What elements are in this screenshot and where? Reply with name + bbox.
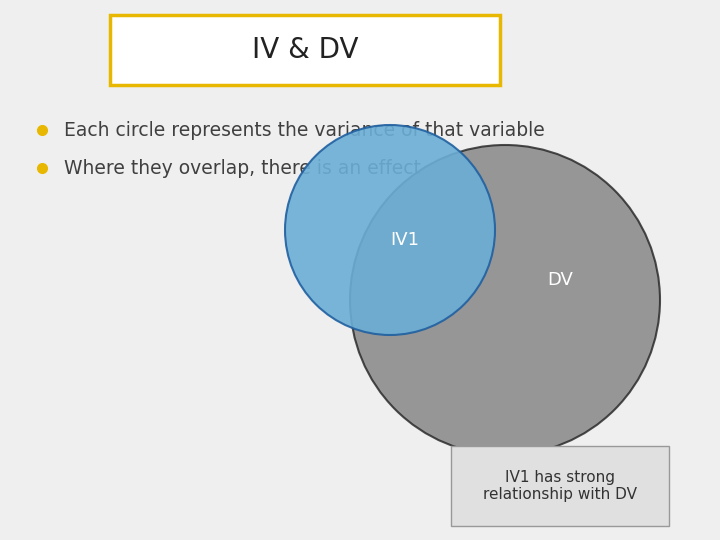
Text: IV1 has strong
relationship with DV: IV1 has strong relationship with DV	[483, 470, 637, 502]
Text: IV1: IV1	[390, 231, 420, 249]
Text: IV & DV: IV & DV	[252, 36, 359, 64]
Text: Where they overlap, there is an effect: Where they overlap, there is an effect	[64, 159, 421, 178]
Circle shape	[285, 125, 495, 335]
Text: Each circle represents the variance of that variable: Each circle represents the variance of t…	[64, 120, 545, 139]
Text: DV: DV	[547, 271, 573, 289]
FancyBboxPatch shape	[110, 15, 500, 85]
FancyBboxPatch shape	[451, 446, 669, 526]
Circle shape	[350, 145, 660, 455]
